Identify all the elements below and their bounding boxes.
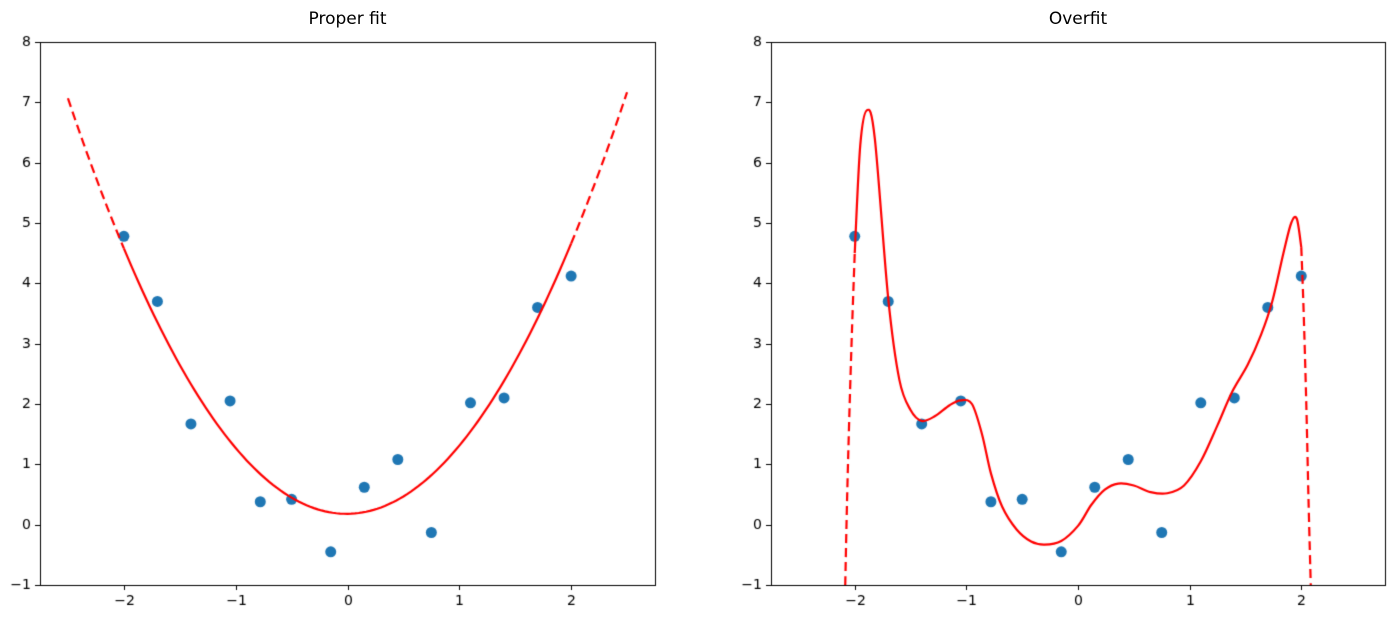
figure: Proper fit Overfit — [0, 0, 1391, 628]
plots-canvas — [0, 0, 1391, 628]
